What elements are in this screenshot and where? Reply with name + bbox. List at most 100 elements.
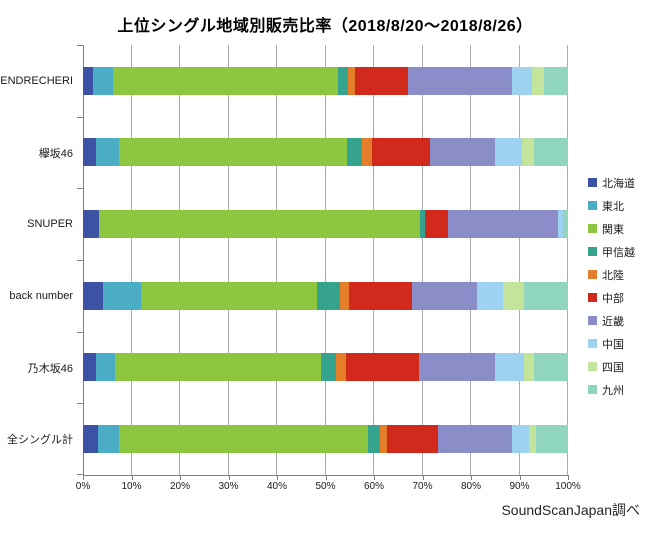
legend-swatch-icon [588,201,597,210]
x-axis-tick [277,475,278,480]
bar-segment-四国 [502,281,524,310]
legend-swatch-icon [588,224,597,233]
bar-segment-中国 [512,425,529,454]
bar-segment-九州 [563,210,568,239]
bar-segment-甲信越 [338,66,348,95]
bar-segment-近畿 [407,66,513,95]
bar-segment-北陸 [339,281,350,310]
bar-segment-近畿 [411,281,477,310]
gridline [470,45,471,475]
gridline [276,45,277,475]
x-axis-tick-label: 40% [266,481,288,492]
y-axis-tick [77,45,83,46]
gridline [130,45,132,475]
bar-segment-北海道 [83,138,97,167]
stacked-bar [83,66,568,95]
y-axis-tick [77,260,83,261]
stacked-bar [83,425,568,454]
bar-row [83,260,568,332]
bar-segment-九州 [523,281,568,310]
stacked-bar [83,281,568,310]
x-axis-tick [83,475,84,480]
bar-segment-甲信越 [367,425,380,454]
y-axis-tick [77,116,83,118]
legend-swatch-icon [588,362,597,371]
y-axis-category-label: 乃木坂46 [27,362,73,375]
bar-segment-九州 [533,138,568,167]
bar-segment-関東 [99,210,421,239]
y-axis-tick [77,331,83,333]
x-axis-tick [568,475,569,480]
bar-segment-四国 [521,138,534,167]
y-axis-line [83,45,84,475]
legend-label: 中部 [602,292,624,305]
bar-segment-近畿 [429,138,496,167]
bar-segment-中部 [424,210,449,239]
bar-segment-中国 [512,66,532,95]
gridline [227,45,229,475]
x-axis-tick-label: 0% [75,481,91,492]
bar-segment-北陸 [347,66,355,95]
gridline [373,45,374,475]
bar-segment-関東 [114,353,322,382]
bar-segment-東北 [92,66,114,95]
legend-label: 甲信越 [602,246,635,259]
bar-segment-中部 [349,281,412,310]
legend-swatch-icon [588,178,597,187]
bar-segment-四国 [524,353,534,382]
x-axis-tick-label: 60% [363,481,385,492]
bar-segment-東北 [97,425,120,454]
x-axis-tick-label: 10% [121,481,142,492]
legend-label: 北陸 [602,269,624,282]
x-axis-tick-label: 50% [315,481,336,492]
legend-label: 近畿 [602,315,624,328]
bar-segment-北海道 [83,66,93,95]
bar-segment-中部 [386,425,438,454]
x-axis-tick-label: 20% [169,481,191,492]
bar-segment-関東 [140,281,317,310]
y-axis-tick [77,403,83,405]
legend-label: 関東 [602,223,624,236]
y-axis-category-label: back number [9,289,73,302]
bar-segment-北海道 [83,210,99,239]
gridline [567,45,568,475]
bar-segment-中国 [558,210,564,239]
stacked-bar [83,210,568,239]
legend-item: 中国 [588,332,650,355]
bar-segment-北海道 [83,281,104,310]
legend-item: 北海道 [588,171,650,194]
bar-row [83,188,568,260]
x-axis-tick-label: 100% [555,481,581,492]
bar-segment-中国 [476,281,503,310]
bar-segment-北海道 [83,353,97,382]
bar-segment-甲信越 [321,353,337,382]
x-axis-tick [325,475,327,480]
legend-swatch-icon [588,247,597,256]
bar-segment-北海道 [83,425,98,454]
bar-segment-近畿 [448,210,559,239]
x-axis-tick [180,475,181,480]
x-axis-tick [519,475,521,480]
bar-segment-九州 [543,66,568,95]
bar-segment-中国 [495,353,525,382]
chart-title: 上位シングル地域別販売比率（2018/8/20～2018/8/26） [117,18,533,35]
bar-segment-四国 [531,66,544,95]
legend: 北海道 東北 関東 甲信越 北陸 中部 近畿 中国 四国 九州 [588,171,650,401]
x-axis-tick [374,475,375,480]
legend-label: 九州 [602,384,624,397]
legend-item: 北陸 [588,263,650,286]
legend-item: 甲信越 [588,240,650,263]
bar-segment-甲信越 [420,210,425,239]
bar-segment-中国 [495,138,522,167]
x-axis-tick-label: 70% [412,481,433,492]
y-axis-tick [77,188,83,190]
bar-segment-四国 [528,425,537,454]
bar-segment-中部 [354,66,408,95]
bar-segment-東北 [103,281,141,310]
stacked-bar [83,353,568,382]
bar-segment-北陸 [379,425,387,454]
x-axis-tick [471,475,472,480]
legend-swatch-icon [588,270,597,279]
y-axis-category-label: SNUPER [27,218,73,231]
legend-item: 東北 [588,194,650,217]
